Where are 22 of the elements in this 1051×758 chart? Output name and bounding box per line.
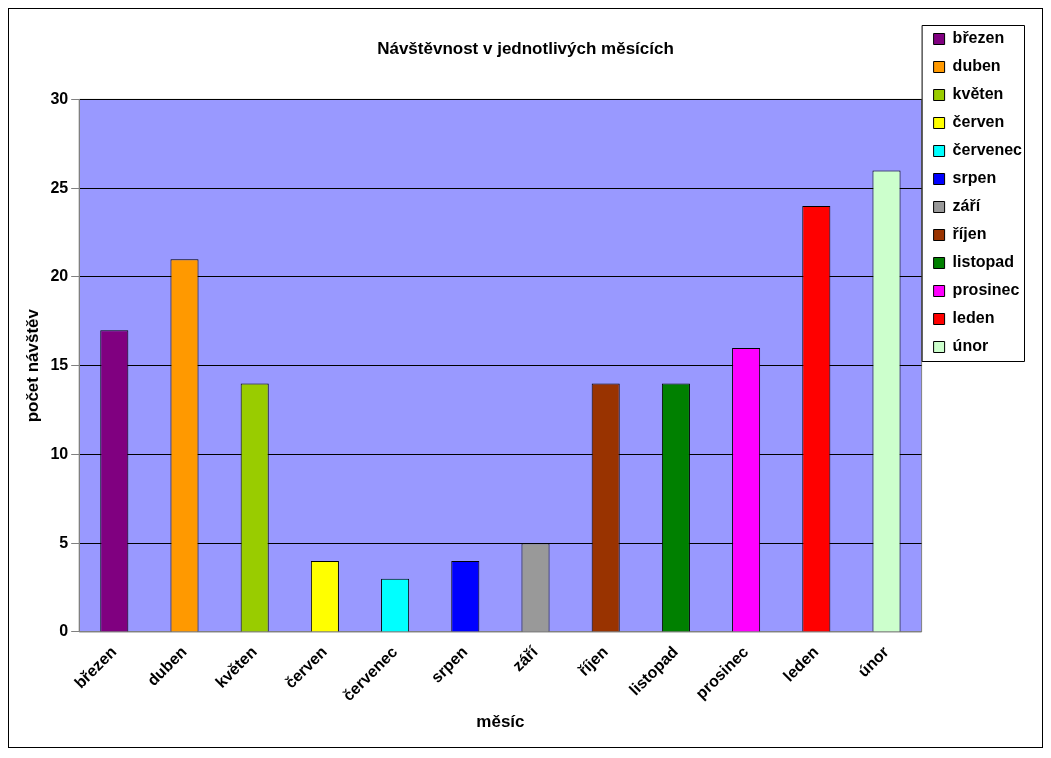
legend-label: leden xyxy=(952,309,995,327)
y-tick-label: 30 xyxy=(50,89,69,107)
legend-label: duben xyxy=(952,57,1001,75)
y-tick-label: 0 xyxy=(59,622,69,640)
y-axis-title: počet návštěv xyxy=(22,308,42,423)
legend-label: prosinec xyxy=(952,281,1020,299)
legend-label: srpen xyxy=(952,169,997,187)
legend-label: listopad xyxy=(952,253,1014,271)
legend-label: září xyxy=(952,197,981,215)
y-tick-label: 15 xyxy=(50,356,69,374)
y-tick-label: 5 xyxy=(59,533,69,551)
y-tick-label: 25 xyxy=(50,178,69,196)
x-axis-title: měsíc xyxy=(476,712,525,732)
legend-label: květen xyxy=(952,85,1004,103)
legend-label: březen xyxy=(952,29,1005,47)
legend-label: říjen xyxy=(952,225,987,243)
legend-label: červen xyxy=(952,113,1005,131)
legend-label: únor xyxy=(952,337,989,355)
legend-label: červenec xyxy=(952,141,1023,159)
y-tick-label: 20 xyxy=(50,267,69,285)
chart-title: Návštěvnost v jednotlivých měsících xyxy=(377,38,674,58)
y-tick-label: 10 xyxy=(50,444,69,462)
